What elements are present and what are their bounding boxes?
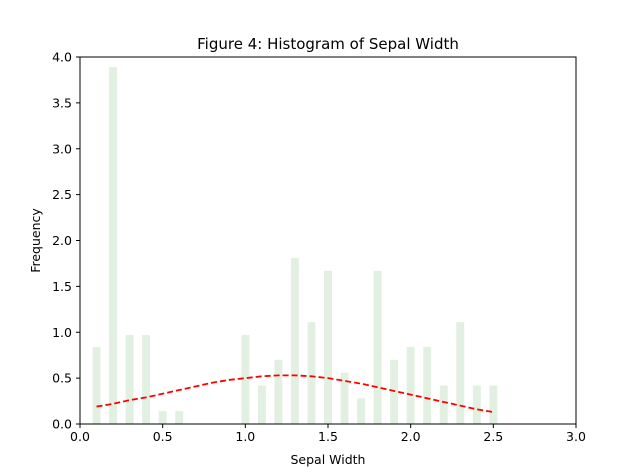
histogram-bar: [274, 359, 283, 424]
histogram-bar: [158, 411, 167, 424]
density-curve: [96, 374, 494, 413]
histogram-bar: [406, 346, 415, 424]
y-axis-label: Frequency: [28, 208, 43, 273]
histogram-bar: [456, 322, 465, 424]
histogram-bar: [472, 385, 481, 424]
y-tick-label: 2.0: [52, 233, 72, 248]
histogram-bar: [257, 385, 266, 424]
histogram-bar: [439, 385, 448, 424]
y-tick-label: 1.5: [52, 279, 72, 294]
curve-layer: [96, 374, 494, 413]
y-tick-label: 2.5: [52, 187, 72, 202]
x-tick-label: 2.5: [483, 429, 503, 444]
histogram-bar: [92, 346, 101, 424]
histogram-bar: [175, 411, 184, 424]
x-tick-label: 1.5: [318, 429, 338, 444]
y-tick-label: 1.0: [52, 325, 72, 340]
x-tick-label: 0.5: [153, 429, 173, 444]
x-tick-label: 2.0: [401, 429, 421, 444]
histogram-bar: [324, 270, 332, 424]
histogram-bar: [109, 67, 118, 424]
y-tick-label: 0.0: [52, 417, 72, 432]
histogram-bar: [125, 335, 134, 424]
x-tick-label: 1.0: [235, 429, 255, 444]
histogram-bar: [241, 335, 250, 424]
y-tick-label: 0.5: [52, 371, 72, 386]
x-tick-label: 0.0: [70, 429, 90, 444]
chart-title: Figure 4: Histogram of Sepal Width: [197, 35, 459, 53]
bars-layer: [92, 67, 498, 424]
y-tick-label: 3.0: [52, 141, 72, 156]
histogram-bar: [489, 385, 498, 424]
histogram-bar: [373, 270, 382, 424]
histogram-bar: [307, 322, 316, 424]
histogram-bar: [357, 398, 366, 424]
y-tick-label: 4.0: [52, 50, 72, 65]
x-tick-label: 3.0: [566, 429, 586, 444]
y-tick-label: 3.5: [52, 95, 72, 110]
histogram-bar: [423, 346, 432, 424]
histogram-bar: [290, 257, 299, 424]
x-axis: 0.0 0.5 1.0 1.5 2.0 2.5 3.0: [70, 424, 586, 444]
histogram-bar: [340, 372, 349, 424]
y-axis: 0.0 0.5 1.0 1.5 2.0 2.5 3.0 3.5 4.0: [52, 50, 80, 432]
histogram-bar: [142, 335, 151, 424]
x-axis-label: Sepal Width: [291, 452, 366, 467]
